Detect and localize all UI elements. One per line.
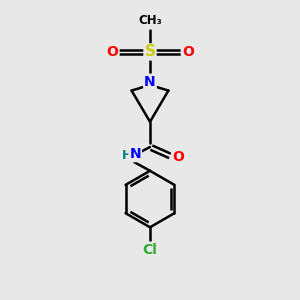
Text: Cl: Cl	[142, 243, 158, 256]
Text: O: O	[172, 149, 184, 164]
Text: N: N	[129, 147, 141, 161]
Text: N: N	[144, 75, 156, 88]
Text: S: S	[145, 44, 155, 59]
Text: H: H	[122, 149, 133, 162]
Text: O: O	[182, 45, 194, 59]
Text: O: O	[106, 45, 118, 59]
Text: CH₃: CH₃	[138, 14, 162, 27]
